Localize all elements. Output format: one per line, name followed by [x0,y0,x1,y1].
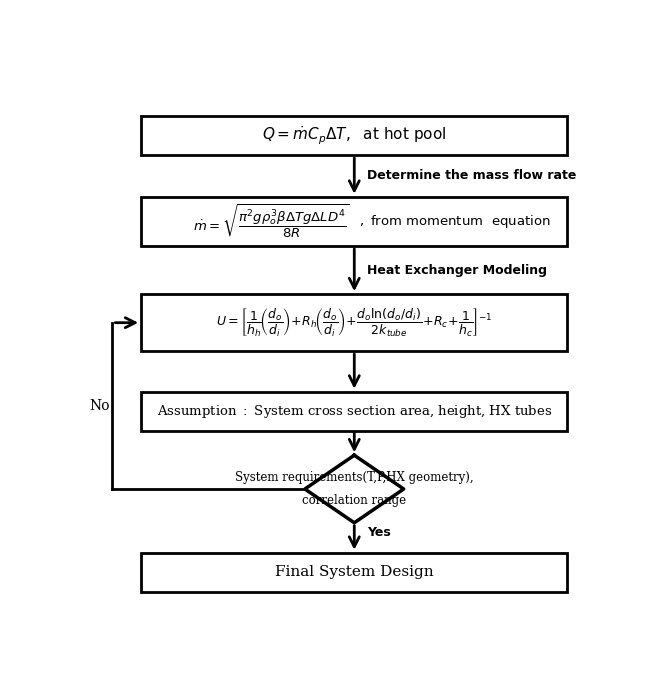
Text: Heat Exchanger Modeling: Heat Exchanger Modeling [367,263,548,277]
Bar [141,294,568,351]
Text: System requirements(T,P,HX geometry),: System requirements(T,P,HX geometry), [235,471,474,484]
Bar [141,553,568,592]
Text: $\dot{m} = \sqrt{\dfrac{\pi^2 g\rho_o^3\beta\Delta T g\Delta L D^4}{8R}}$: $\dot{m} = \sqrt{\dfrac{\pi^2 g\rho_o^3\… [193,202,350,240]
Text: Final System Design: Final System Design [275,565,433,579]
Text: $U = \left[\dfrac{1}{h_h}\!\left(\dfrac{d_o}{d_i}\right)\!+\!R_h\!\left(\dfrac{d: $U = \left[\dfrac{1}{h_h}\!\left(\dfrac{… [216,306,493,339]
Text: $,\ \mathrm{from\ momentum\ \ equation}$: $,\ \mathrm{from\ momentum\ \ equation}$ [360,213,551,230]
Text: No: No [89,399,110,413]
Bar [141,116,568,155]
Text: $Q = \dot{m}C_p\Delta T,\ \ \mathrm{at\ hot\ pool}$: $Q = \dot{m}C_p\Delta T,\ \ \mathrm{at\ … [262,124,446,147]
Text: Yes: Yes [367,526,391,539]
Text: correlation range: correlation range [302,494,407,507]
Bar [141,392,568,431]
Bar [141,196,568,246]
Text: Assumption $:$ System cross section area, height, HX tubes: Assumption $:$ System cross section area… [156,402,552,420]
Text: Determine the mass flow rate: Determine the mass flow rate [367,169,576,182]
